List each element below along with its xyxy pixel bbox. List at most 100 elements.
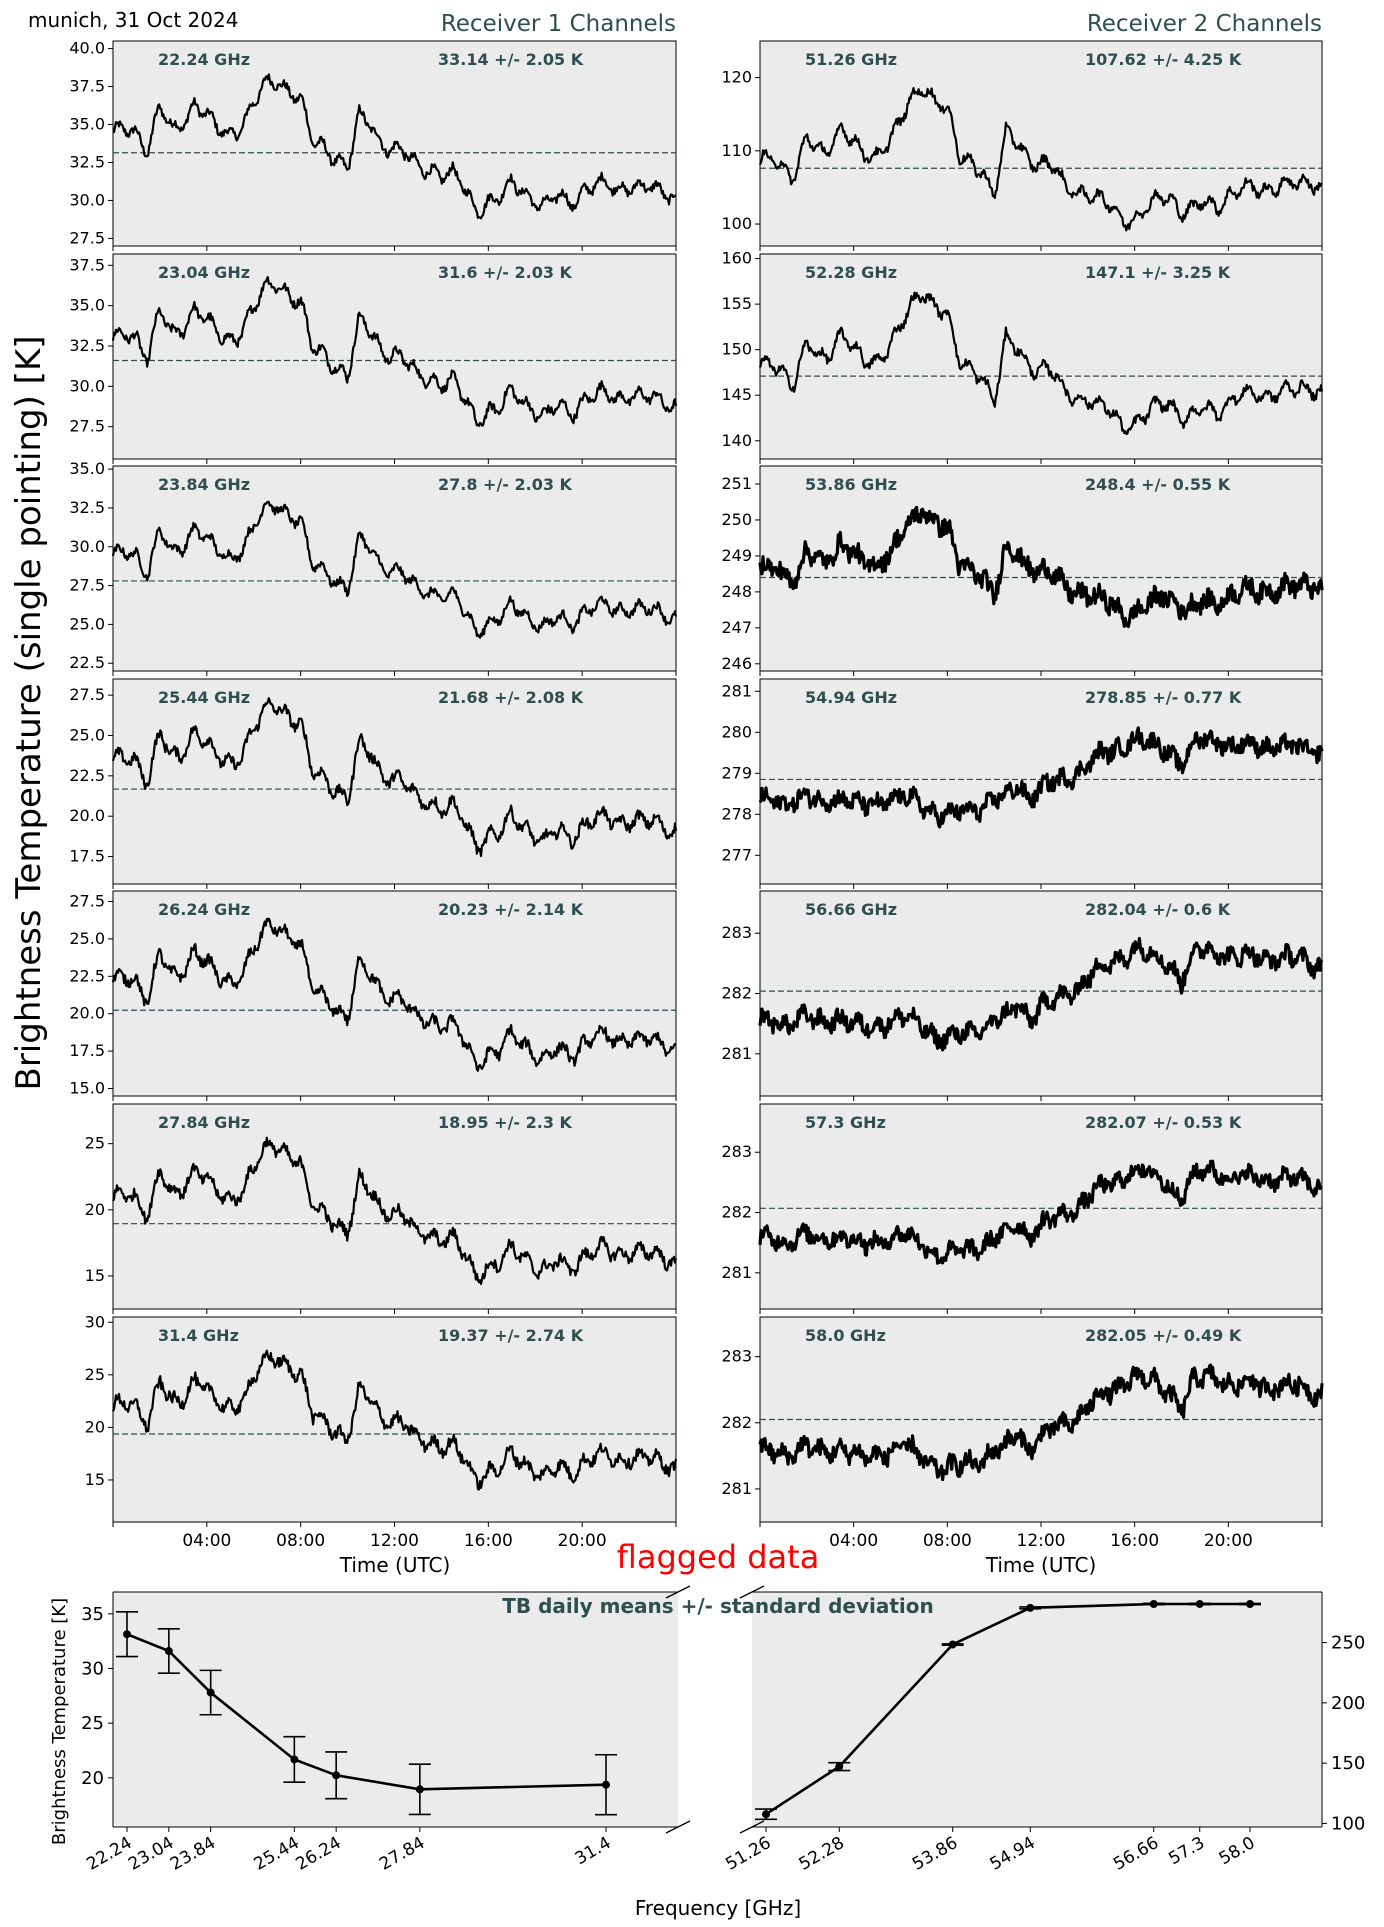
brightness-temperature-series [111,697,678,858]
y-tick-label: 30.0 [69,376,105,395]
freq-tick-label: 51.26 [722,1833,774,1875]
y-tick-label: 30 [81,1659,104,1680]
x-tick-label: 04:00 [182,1531,231,1551]
y-tick-label: 281 [721,1044,752,1063]
brightness-temperature-series [112,73,677,220]
brightness-temperature-series [758,291,1324,435]
x-tick-label: 08:00 [276,1531,325,1551]
y-tick-label: 282 [721,984,752,1003]
panel-52-28-GHz: 140 145 150 155 160 52.28 GHz 147.1 +/- 3.25 K [721,249,1324,464]
daily-means-chart: TB daily means +/- standard deviation 20 2… [49,1585,1365,1920]
y-tick-label: 35.0 [69,459,105,478]
y-tick-label: 30 [85,1312,105,1331]
y-tick-label: 37.5 [69,255,105,274]
daily-mean-point [835,1762,844,1771]
channel-panels: 27.5 30.0 32.5 35.0 37.5 40.0 22.24 GHz 33.14 +… [69,39,1324,1551]
y-tick-label: 251 [721,474,752,493]
daily-mean-point [123,1630,131,1639]
channel-mean-std-label: 31.6 +/- 2.03 K [438,263,573,282]
daily-mean-point [1195,1599,1204,1608]
panel-58-0-GHz: 281 282 283 04:00 08:00 12:00 16:00 20:00 58.0 G… [721,1316,1324,1551]
channel-mean-std-label: 107.62 +/- 4.25 K [1085,50,1242,69]
panel-frame [759,40,1323,247]
freq-tick-label: 22.24 [83,1833,135,1875]
y-tick-label: 282 [721,1413,752,1432]
channel-mean-std-label: 18.95 +/- 2.3 K [438,1113,573,1132]
channel-mean-std-label: 248.4 +/- 0.55 K [1085,475,1231,494]
y-tick-label: 27.5 [69,891,105,910]
panel-frame [112,253,677,460]
y-tick-label: 27.5 [69,228,105,247]
station-date-title: munich, 31 Oct 2024 [28,8,238,32]
brightness-temperature-series [758,505,1324,629]
y-tick-label: 22.5 [69,766,105,785]
daily-mean-point [1026,1603,1035,1612]
y-tick-label: 35.0 [69,296,105,315]
x-tick-label: 08:00 [923,1531,972,1551]
channel-mean-std-label: 282.04 +/- 0.6 K [1085,900,1231,919]
y-tick-label: 32.5 [69,152,105,171]
daily-means-title: TB daily means +/- standard deviation [502,1594,934,1618]
y-tick-label: 15.0 [69,1079,105,1098]
y-tick-label: 20 [85,1200,105,1219]
y-tick-label: 100 [721,214,752,233]
y-tick-label: 30.0 [69,537,105,556]
y-tick-label: 145 [721,385,752,404]
y-tick-label: 155 [721,294,752,313]
y-tick-label: 246 [721,654,752,673]
y-tick-label: 280 [721,722,752,741]
daily-mean-point [332,1771,341,1780]
y-tick-label: 250 [1331,1633,1365,1654]
axis-break-mark [739,1820,765,1834]
time-axis-label-receiver2: Time (UTC) [985,1553,1097,1577]
freq-tick-label: 58.0 [1216,1833,1259,1869]
panel-54-94-GHz: 277 278 279 280 281 54.94 GHz 278.85 +/- 0.77 … [721,678,1324,889]
y-tick-label: 37.5 [69,77,105,96]
brightness-temperature-series [111,1349,678,1491]
y-tick-label: 17.5 [69,847,105,866]
y-tick-label: 27.5 [69,576,105,595]
daily-mean-point [602,1780,610,1789]
receiver2-means-panel [752,1592,1322,1827]
daily-mean-point [1246,1599,1254,1608]
axis-break-mark [665,1820,691,1834]
receiver2-title: Receiver 2 Channels [1087,11,1322,37]
channel-frequency-label: 23.04 GHz [158,263,250,282]
brightness-temperature-series [112,1136,678,1285]
channel-frequency-label: 23.84 GHz [158,475,250,494]
freq-tick-label: 54.94 [987,1833,1039,1875]
y-tick-label: 15 [85,1266,105,1285]
y-tick-label: 35.0 [69,115,105,134]
freq-tick-label: 26.24 [293,1833,345,1875]
y-tick-label: 150 [1331,1753,1365,1774]
channel-frequency-label: 26.24 GHz [158,900,250,919]
x-tick-label: 12:00 [370,1531,419,1551]
y-tick-label: 250 [721,510,752,529]
y-tick-label: 279 [721,763,752,782]
y-tick-label: 283 [721,1142,752,1161]
y-tick-label: 249 [721,546,752,565]
panel-31-4-GHz: 15 20 25 30 04:00 08:00 12:00 16:00 20:00 31.4 GH… [85,1312,678,1551]
axis-break-mark [739,1585,765,1599]
y-tick-label: 20 [81,1768,104,1789]
y-tick-label: 281 [721,681,752,700]
freq-tick-label: 23.04 [125,1833,177,1875]
y-tick-label: 110 [721,141,752,160]
channel-mean-std-label: 147.1 +/- 3.25 K [1085,263,1231,282]
y-tick-label: 25.0 [69,614,105,633]
panel-25-44-GHz: 17.5 20.0 22.5 25.0 27.5 25.44 GHz 21.68 +/- 2… [69,678,678,889]
freq-tick-label: 53.86 [909,1833,961,1875]
y-tick-label: 150 [721,340,752,359]
channel-frequency-label: 31.4 GHz [158,1326,239,1345]
y-tick-label: 30.0 [69,190,105,209]
receiver1-title: Receiver 1 Channels [441,11,676,37]
panel-56-66-GHz: 281 282 283 56.66 GHz 282.04 +/- 0.6 K [721,890,1324,1101]
channel-frequency-label: 52.28 GHz [805,263,897,282]
y-tick-label: 200 [1331,1693,1365,1714]
brightness-temperature-ylabel: Brightness Temperature (single pointing)… [9,335,49,1090]
freq-tick-label: 57.3 [1165,1833,1208,1869]
panel-frame [112,1103,677,1310]
freq-tick-label: 25.44 [251,1833,303,1875]
brightness-temperature-series [758,726,1324,829]
